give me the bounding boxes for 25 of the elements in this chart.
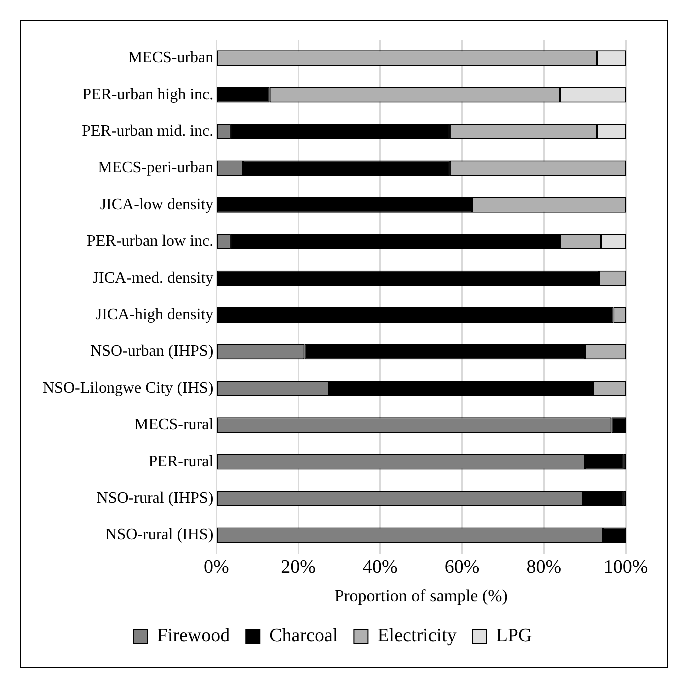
y-tick-label: PER-urban mid. inc. [82, 122, 214, 140]
y-tick-label: JICA-low density [100, 196, 214, 214]
legend-label: LPG [496, 625, 532, 646]
y-tick-label: MECS-peri-urban [98, 160, 214, 177]
x-tick-label: 40% [362, 557, 398, 578]
y-tick-label: JICA-med. density [92, 270, 214, 287]
x-tick-label: 0% [204, 557, 230, 578]
y-tick-label: MECS-rural [134, 416, 214, 434]
x-tick-label: 100% [604, 557, 648, 578]
y-tick-label: PER-rural [148, 453, 214, 470]
legend-label: Charcoal [270, 625, 338, 646]
x-tick-label: 20% [281, 557, 316, 578]
y-tick-label: NSO-rural (IHS) [106, 526, 214, 544]
y-tick-label: PER-urban high inc. [82, 86, 214, 104]
x-tick-label: 80% [526, 557, 562, 578]
x-tick-label: 60% [444, 557, 480, 578]
y-tick-label: NSO-rural (IHPS) [96, 490, 214, 507]
y-tick-label: NSO-Lilongwe City (IHS) [43, 380, 214, 397]
y-tick-label: NSO-urban (IHPS) [90, 343, 214, 360]
y-tick-label: MECS-urban [128, 50, 214, 67]
legend-label: Firewood [157, 625, 231, 646]
y-tick-label: JICA-high density [96, 306, 214, 324]
x-axis-title: Proportion of sample (%) [334, 586, 508, 606]
y-tick-label: PER-urban low inc. [87, 233, 214, 250]
legend-label: Electricity [378, 625, 458, 646]
